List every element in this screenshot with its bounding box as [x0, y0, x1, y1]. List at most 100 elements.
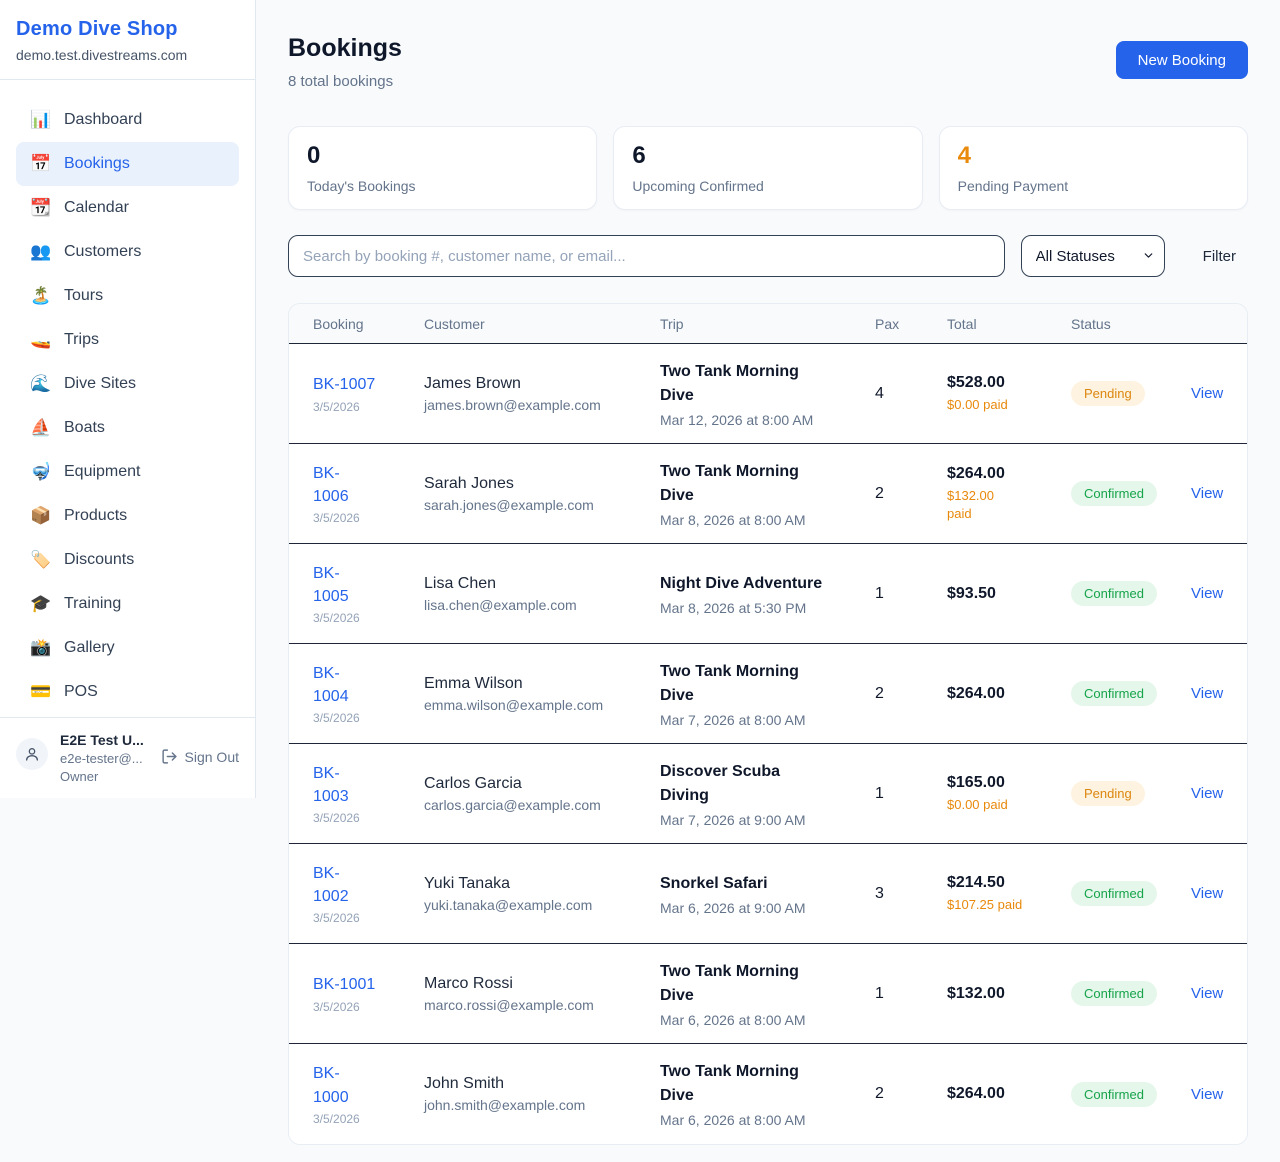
trip-datetime: Mar 8, 2026 at 5:30 PM [660, 599, 807, 616]
user-name: E2E Test U... [60, 732, 144, 748]
booking-ref-link[interactable]: BK-1001 [313, 976, 376, 994]
sidebar-item-calendar[interactable]: 📆 Calendar [16, 186, 239, 230]
trip-cell: Two Tank Morning Dive Mar 8, 2026 at 8:00 … [660, 460, 875, 528]
sidebar-item-customers[interactable]: 👥 Customers [16, 230, 239, 274]
booking-date: 3/5/2026 [313, 999, 360, 1014]
sidebar-item-boats[interactable]: ⛵ Boats [16, 406, 239, 450]
package-icon: 📦 [30, 506, 52, 525]
table-row: BK- 1003 3/5/2026 Carlos Garcia carlos.garci… [289, 744, 1247, 844]
view-link[interactable]: View [1191, 385, 1224, 402]
filter-button[interactable]: Filter [1191, 240, 1248, 273]
booking-cell: BK- 1006 3/5/2026 [313, 462, 424, 525]
view-link[interactable]: View [1191, 485, 1224, 502]
sidebar-item-gallery[interactable]: 📸 Gallery [16, 626, 239, 670]
view-link[interactable]: View [1191, 685, 1224, 702]
pax-count: 1 [875, 784, 884, 802]
view-link[interactable]: View [1191, 1085, 1224, 1103]
paid-amount: $0.00 paid [947, 396, 1008, 412]
view-link[interactable]: View [1191, 585, 1224, 602]
view-link[interactable]: View [1191, 885, 1224, 902]
booking-ref-link[interactable]: BK- 1004 [313, 664, 349, 705]
camera-flash-icon: 📸 [30, 638, 52, 657]
sidebar-item-label: Calendar [64, 199, 129, 216]
booking-ref-link[interactable]: BK- 1003 [313, 764, 349, 805]
customer-cell: Yuki Tanaka yuki.tanaka@example.com [424, 875, 660, 913]
stat-card-upcoming-confirmed: 6 Upcoming Confirmed [613, 126, 923, 210]
total-amount: $165.00 [947, 773, 1005, 791]
user-role: Owner [60, 769, 99, 784]
sidebar-nav: 📊 Dashboard 📅 Bookings 📆 Calendar 👥 Customers 🏝️… [0, 80, 255, 714]
sidebar-item-products[interactable]: 📦 Products [16, 494, 239, 538]
sidebar-item-label: Dive Sites [64, 375, 137, 392]
total-cell: $264.00 [947, 1085, 1071, 1103]
total-amount: $93.50 [947, 584, 996, 602]
sign-out-button[interactable]: Sign Out [161, 748, 239, 765]
user-info: E2E Test U... e2e-tester@... Owner [60, 732, 161, 784]
column-header-booking: Booking [313, 315, 364, 332]
customer-cell: John Smith john.smith@example.com [424, 1075, 660, 1113]
pax-count: 4 [875, 384, 884, 402]
trip-cell: Two Tank Morning Dive Mar 6, 2026 at 8:00 … [660, 1060, 875, 1128]
total-cell: $214.50 $107.25 paid [947, 874, 1071, 914]
stat-card-todays-bookings: 0 Today's Bookings [288, 126, 598, 210]
trip-cell: Night Dive Adventure Mar 8, 2026 at 5:30 … [660, 572, 875, 616]
sidebar-item-discounts[interactable]: 🏷️ Discounts [16, 538, 239, 582]
stat-card-pending-payment: 4 Pending Payment [938, 126, 1248, 210]
total-cell: $264.00 [947, 685, 1071, 703]
sidebar-item-dashboard[interactable]: 📊 Dashboard [16, 98, 239, 142]
status-filter-select[interactable]: All Statuses [1020, 235, 1165, 277]
column-header-customer: Customer [424, 315, 485, 332]
status-badge: Confirmed [1071, 481, 1157, 506]
trip-name: Discover Scuba Diving [660, 762, 781, 804]
booking-ref-link[interactable]: BK-1007 [313, 376, 376, 394]
status-badge: Confirmed [1071, 581, 1157, 606]
booking-cell: BK- 1005 3/5/2026 [313, 562, 424, 625]
customer-name: Carlos Garcia [424, 774, 522, 792]
trip-cell: Two Tank Morning Dive Mar 7, 2026 at 8:00 … [660, 660, 875, 728]
column-header-total: Total [947, 315, 977, 332]
trip-name: Two Tank Morning Dive [660, 662, 799, 704]
sidebar-item-bookings[interactable]: 📅 Bookings [16, 142, 239, 186]
new-booking-button[interactable]: New Booking [1115, 41, 1248, 79]
total-amount: $264.00 [947, 684, 1005, 702]
customer-name: Yuki Tanaka [424, 874, 510, 892]
booking-ref-link[interactable]: BK- 1005 [313, 564, 349, 605]
sidebar-item-trips[interactable]: 🚤 Trips [16, 318, 239, 362]
total-cell: $264.00 $132.00 paid [947, 465, 1071, 522]
total-amount: $528.00 [947, 373, 1005, 391]
customer-cell: Sarah Jones sarah.jones@example.com [424, 475, 660, 513]
table-row: BK- 1004 3/5/2026 Emma Wilson emma.wilson@ex… [289, 644, 1247, 744]
status-badge: Confirmed [1071, 1081, 1157, 1107]
customer-email: john.smith@example.com [424, 1097, 586, 1113]
view-link[interactable]: View [1191, 785, 1224, 802]
booking-ref-link[interactable]: BK- 1002 [313, 864, 349, 905]
sidebar-item-dive-sites[interactable]: 🌊 Dive Sites [16, 362, 239, 406]
booking-cell: BK- 1003 3/5/2026 [313, 762, 424, 825]
stat-value: 0 [307, 142, 321, 169]
view-link[interactable]: View [1191, 985, 1224, 1002]
stat-label: Upcoming Confirmed [632, 178, 764, 194]
search-input[interactable] [288, 235, 1005, 277]
status-cell: Confirmed [1071, 881, 1191, 906]
sidebar-header: Demo Dive Shop demo.test.divestreams.com [0, 0, 255, 80]
booking-ref-link[interactable]: BK- 1006 [313, 464, 349, 505]
sidebar-item-label: Customers [64, 243, 142, 260]
trip-name: Snorkel Safari [660, 874, 768, 892]
sidebar-item-pos[interactable]: 💳 POS [16, 670, 239, 714]
booking-ref-link[interactable]: BK- 1000 [313, 1065, 349, 1106]
table-body: BK-1007 3/5/2026 James Brown james.brown@ex… [289, 344, 1247, 1144]
status-badge: Pending [1071, 381, 1145, 406]
paid-amount: $132.00 paid [947, 487, 994, 521]
total-amount: $264.00 [947, 1085, 1005, 1102]
bar-chart-icon: 📊 [30, 110, 52, 129]
sidebar-item-training[interactable]: 🎓 Training [16, 582, 239, 626]
sidebar-item-equipment[interactable]: 🤿 Equipment [16, 450, 239, 494]
booking-date: 3/5/2026 [313, 399, 360, 414]
sidebar-footer: E2E Test U... e2e-tester@... Owner Sign … [0, 717, 255, 798]
sidebar-item-tours[interactable]: 🏝️ Tours [16, 274, 239, 318]
trip-name: Night Dive Adventure [660, 574, 823, 592]
logout-icon [161, 749, 177, 764]
trip-datetime: Mar 6, 2026 at 9:00 AM [660, 899, 806, 916]
customer-cell: Carlos Garcia carlos.garcia@example.com [424, 775, 660, 813]
trip-name: Two Tank Morning Dive [660, 962, 799, 1004]
